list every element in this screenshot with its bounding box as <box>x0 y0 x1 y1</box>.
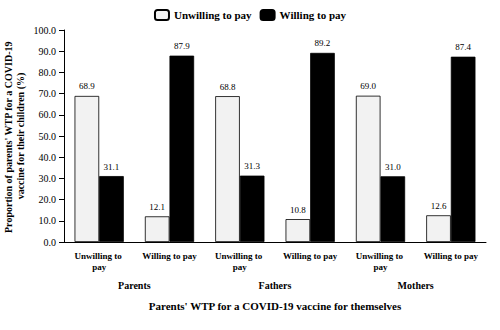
svg-text:87.9: 87.9 <box>174 41 190 51</box>
svg-text:Willing to pay: Willing to pay <box>424 251 479 261</box>
svg-text:Fathers: Fathers <box>259 280 292 291</box>
svg-text:70.0: 70.0 <box>39 88 57 99</box>
svg-text:12.1: 12.1 <box>149 202 165 212</box>
svg-text:Unwilling to: Unwilling to <box>74 251 124 261</box>
svg-text:80.0: 80.0 <box>39 67 57 78</box>
svg-text:Parents' WTP for a COVID-19 va: Parents' WTP for a COVID-19 vaccine for … <box>149 300 402 312</box>
svg-text:12.6: 12.6 <box>431 201 447 211</box>
svg-text:10.0: 10.0 <box>39 215 57 226</box>
svg-text:89.2: 89.2 <box>315 38 331 48</box>
svg-text:68.8: 68.8 <box>220 82 236 92</box>
svg-text:Willing to pay: Willing to pay <box>280 9 347 21</box>
svg-text:pay: pay <box>373 262 388 272</box>
svg-text:Proportion of parents' WTP for: Proportion of parents' WTP for a COVID-1… <box>3 39 14 233</box>
svg-text:Unwilling to pay: Unwilling to pay <box>174 9 252 21</box>
svg-text:Unwilling to: Unwilling to <box>356 251 406 261</box>
svg-text:31.3: 31.3 <box>244 161 260 171</box>
svg-text:vaccine for their children (%): vaccine for their children (%) <box>15 73 27 200</box>
svg-text:Willing to pay: Willing to pay <box>283 251 338 261</box>
svg-text:20.0: 20.0 <box>39 194 57 205</box>
svg-text:pay: pay <box>233 262 248 272</box>
svg-text:0.0: 0.0 <box>44 237 57 248</box>
svg-text:87.4: 87.4 <box>455 42 471 52</box>
svg-text:100.0: 100.0 <box>34 25 57 36</box>
svg-text:60.0: 60.0 <box>39 109 57 120</box>
svg-text:10.8: 10.8 <box>290 205 306 215</box>
svg-text:40.0: 40.0 <box>39 152 57 163</box>
svg-text:69.0: 69.0 <box>360 81 376 91</box>
svg-text:50.0: 50.0 <box>39 131 57 142</box>
svg-text:Willing to pay: Willing to pay <box>142 251 197 261</box>
svg-text:Mothers: Mothers <box>398 280 434 291</box>
svg-text:pay: pay <box>92 262 107 272</box>
svg-text:Parents: Parents <box>118 280 151 291</box>
svg-text:90.0: 90.0 <box>39 46 57 57</box>
svg-text:68.9: 68.9 <box>79 81 95 91</box>
svg-text:Unwilling to: Unwilling to <box>215 251 265 261</box>
svg-text:31.0: 31.0 <box>385 162 401 172</box>
svg-text:30.0: 30.0 <box>39 173 57 184</box>
svg-text:31.1: 31.1 <box>104 162 120 172</box>
